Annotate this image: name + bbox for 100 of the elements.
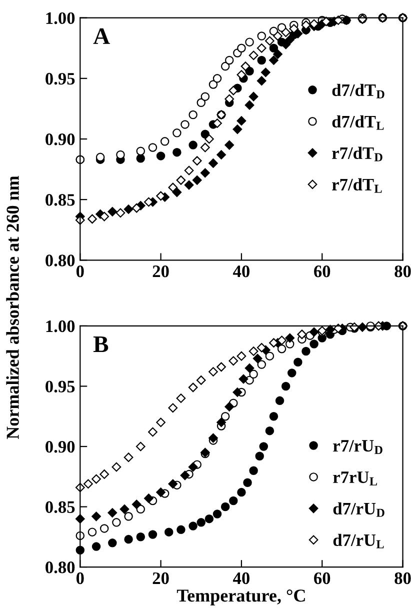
point xyxy=(132,203,142,213)
point xyxy=(236,116,246,126)
point xyxy=(257,360,266,369)
annotation: A xyxy=(93,28,110,44)
point xyxy=(124,534,133,544)
point xyxy=(144,494,154,503)
y-tick-label: 0.95 xyxy=(46,72,75,85)
point xyxy=(238,374,248,384)
point xyxy=(120,504,130,514)
point xyxy=(285,34,295,44)
point xyxy=(148,530,158,539)
point xyxy=(188,462,198,472)
legend-label: r7/dT$_{L}$ xyxy=(332,178,382,193)
y-tick-label: 0.80 xyxy=(46,562,75,574)
point xyxy=(112,462,122,472)
point xyxy=(220,412,230,421)
point xyxy=(288,368,296,378)
point xyxy=(275,396,284,406)
legend-label: d7/rU$_{D}$ xyxy=(333,502,384,517)
point xyxy=(260,68,270,78)
point xyxy=(244,100,254,110)
point xyxy=(269,56,278,65)
x-tick-label: 0 xyxy=(76,572,84,584)
point xyxy=(124,452,134,462)
x-tick-label: 40 xyxy=(233,572,250,584)
point xyxy=(310,340,318,348)
point xyxy=(208,80,218,89)
point xyxy=(245,38,254,46)
point xyxy=(273,31,282,41)
point xyxy=(232,124,242,134)
point xyxy=(116,208,126,218)
point xyxy=(256,43,266,53)
point xyxy=(277,336,286,346)
legend-label: r7/rU$_{D}$ xyxy=(333,440,382,454)
point xyxy=(277,344,286,354)
y-axis-title: Normalized absorbance at 260 nm xyxy=(6,176,19,440)
point xyxy=(92,474,101,484)
point xyxy=(176,176,186,185)
point xyxy=(265,352,274,360)
point xyxy=(309,327,319,337)
x-tick-label: 80 xyxy=(394,266,411,278)
point xyxy=(237,488,246,497)
point xyxy=(208,158,218,168)
point xyxy=(164,528,174,536)
y-tick-label: 0.85 xyxy=(46,194,75,206)
point xyxy=(255,452,264,461)
point xyxy=(281,40,291,50)
point xyxy=(192,176,202,185)
point xyxy=(136,146,146,156)
point xyxy=(224,402,234,412)
point xyxy=(243,478,252,488)
point xyxy=(112,518,121,527)
x-tick-label: 60 xyxy=(314,572,330,584)
point xyxy=(124,204,134,214)
point xyxy=(294,358,302,366)
point xyxy=(240,62,250,71)
point xyxy=(220,62,230,71)
point xyxy=(249,466,258,475)
point xyxy=(188,522,198,530)
point xyxy=(88,528,97,536)
point xyxy=(92,512,101,522)
legend-label: d7/dT$_{L}$ xyxy=(332,115,384,130)
point xyxy=(168,479,178,489)
point xyxy=(248,346,258,356)
point xyxy=(252,354,262,364)
point xyxy=(188,140,198,150)
point xyxy=(176,525,186,534)
legend-label: r7/dT$_{D}$ xyxy=(332,146,382,162)
point xyxy=(108,207,118,216)
point xyxy=(108,508,118,518)
point xyxy=(168,182,178,192)
point xyxy=(156,191,166,201)
point xyxy=(92,542,101,551)
point xyxy=(100,470,110,479)
point xyxy=(321,16,331,26)
point xyxy=(289,24,299,34)
point xyxy=(236,351,246,361)
point xyxy=(136,442,146,452)
point xyxy=(248,92,258,102)
point xyxy=(269,412,278,421)
point xyxy=(224,140,234,150)
point xyxy=(265,36,274,46)
point xyxy=(156,488,166,497)
point xyxy=(144,197,154,207)
x-axis-title: Temperature, °C xyxy=(176,590,305,606)
point xyxy=(196,376,206,385)
point xyxy=(184,180,194,190)
point xyxy=(108,538,117,548)
point xyxy=(132,500,142,510)
point xyxy=(136,532,146,542)
point xyxy=(281,28,291,38)
point xyxy=(180,120,190,129)
point xyxy=(216,362,226,372)
point xyxy=(285,333,295,343)
point xyxy=(148,427,158,437)
point xyxy=(220,502,230,512)
point xyxy=(334,324,343,334)
y-tick-label: 0.95 xyxy=(46,380,75,392)
point xyxy=(84,479,93,489)
y-tick-label: 0.85 xyxy=(46,501,75,514)
